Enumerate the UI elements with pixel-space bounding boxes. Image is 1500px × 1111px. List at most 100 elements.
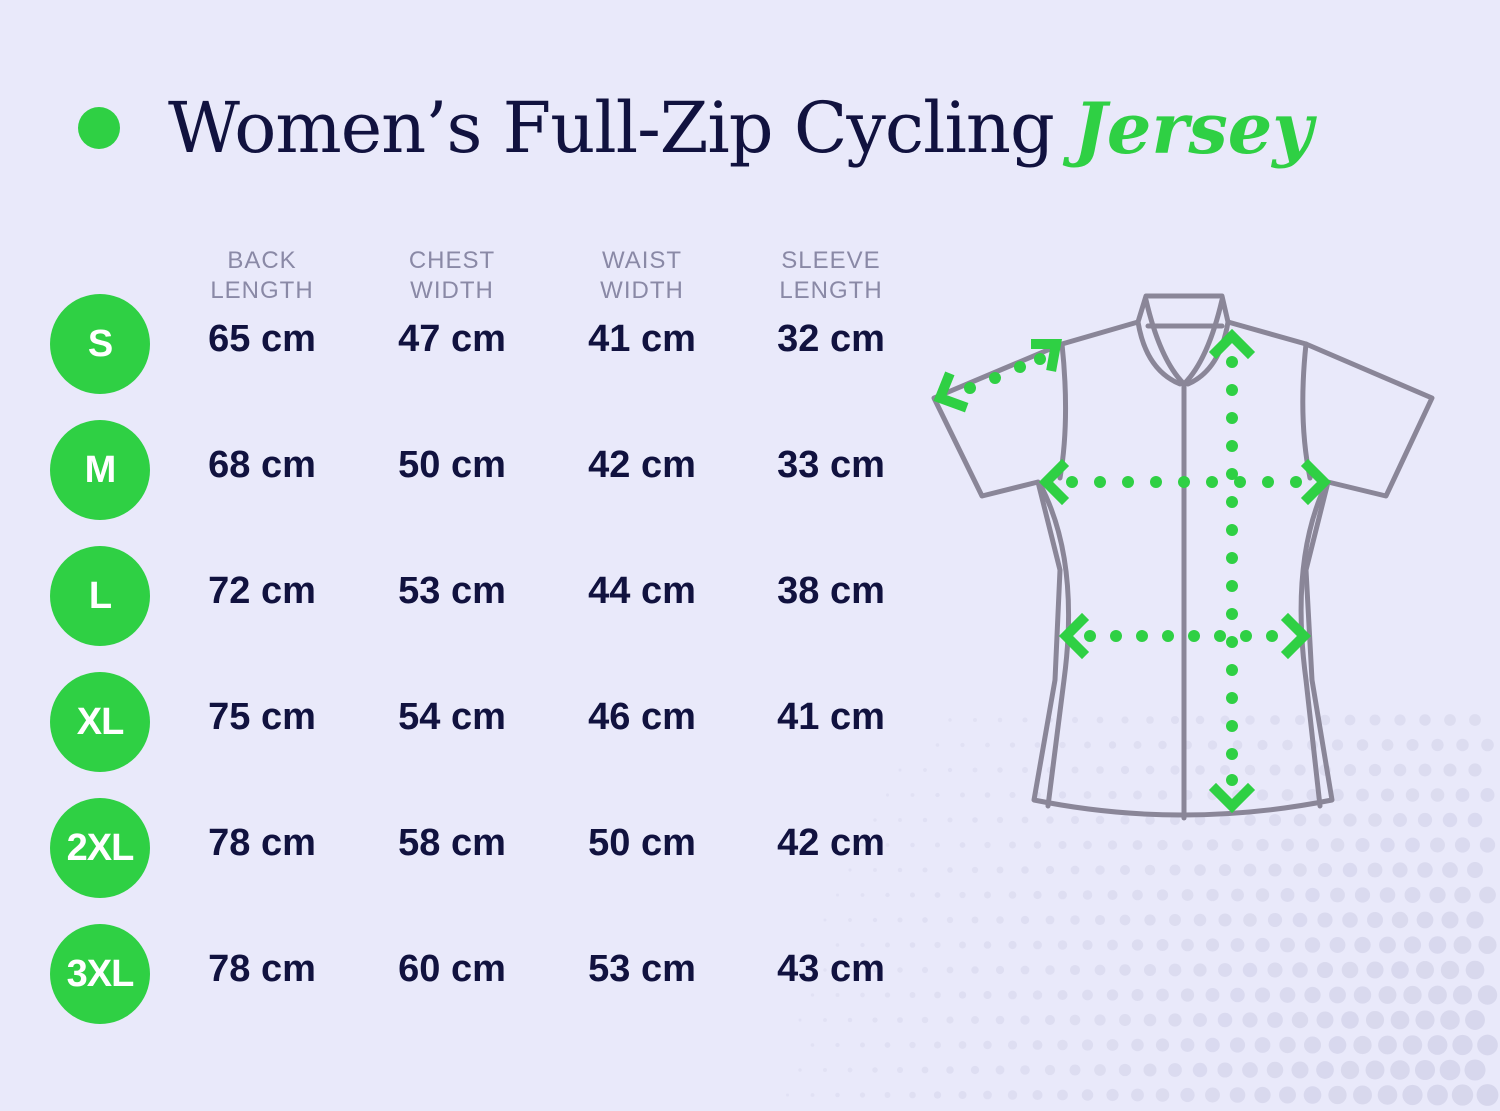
halftone-dot [1430, 837, 1445, 853]
halftone-dot [1303, 1086, 1322, 1104]
halftone-dot [848, 918, 852, 922]
waist-width-value: 46 cm [588, 696, 696, 738]
halftone-dot [872, 1067, 878, 1073]
halftone-dot [1132, 840, 1143, 850]
halftone-dot [1071, 716, 1079, 724]
halftone-dot [1390, 1060, 1410, 1080]
halftone-dot [1007, 1040, 1018, 1050]
halftone-dot [1367, 862, 1383, 878]
column-header-line: WIDTH [410, 277, 494, 304]
halftone-dot [1008, 940, 1017, 950]
halftone-dot [1057, 1039, 1068, 1051]
chest-width-arrow-icon [1038, 458, 1332, 506]
halftone-dot [1132, 889, 1143, 901]
halftone-dot [1033, 940, 1042, 950]
halftone-dot [1071, 816, 1079, 824]
halftone-dot [1217, 1012, 1233, 1028]
halftone-dot [1119, 1014, 1131, 1026]
column-header-chest-width: CHEST WIDTH [367, 246, 537, 306]
halftone-dot [1120, 815, 1130, 825]
title-accent-text: Jersey [1073, 86, 1313, 170]
halftone-dot [996, 916, 1004, 924]
halftone-dot [1319, 714, 1331, 726]
halftone-dot [1032, 1040, 1043, 1050]
sleeve-length-value: 32 cm [777, 318, 885, 360]
halftone-dot [860, 992, 865, 998]
waist-width-value: 44 cm [588, 570, 696, 612]
halftone-dot [1244, 814, 1256, 826]
halftone-dot [1045, 965, 1055, 975]
halftone-dot [1094, 914, 1106, 926]
halftone-dot [909, 942, 916, 948]
halftone-dot [1094, 964, 1106, 976]
halftone-dot [1393, 763, 1407, 777]
halftone-dot [1402, 1084, 1423, 1106]
halftone-dot [1083, 791, 1092, 799]
halftone-dot [971, 966, 979, 974]
halftone-dot [1328, 1085, 1347, 1105]
halftone-dot [995, 1065, 1005, 1075]
halftone-dot [1195, 765, 1205, 775]
halftone-dot [946, 1066, 954, 1074]
halftone-dot [810, 1093, 815, 1097]
halftone-dot [960, 792, 965, 798]
halftone-dot [1145, 765, 1155, 775]
halftone-dot [1316, 1061, 1334, 1079]
halftone-dot [1046, 816, 1054, 824]
halftone-dot [1232, 740, 1243, 750]
halftone-dot [1143, 1063, 1157, 1077]
halftone-dot [1169, 864, 1181, 876]
halftone-dot [860, 942, 865, 948]
halftone-dot [1269, 764, 1281, 776]
halftone-dot [1353, 986, 1372, 1004]
halftone-dot [1279, 1036, 1296, 1054]
halftone-dot [810, 993, 815, 997]
halftone-dot [1119, 914, 1131, 926]
halftone-dot [1392, 862, 1408, 878]
halftone-dot [1193, 1013, 1207, 1027]
halftone-dot [1281, 838, 1294, 852]
halftone-dot [934, 842, 941, 848]
halftone-dot [1477, 1034, 1498, 1056]
halftone-dot [885, 892, 890, 898]
halftone-dot [1341, 961, 1359, 979]
halftone-dot [1455, 788, 1470, 802]
halftone-dot [1353, 1035, 1372, 1055]
halftone-dot [1391, 961, 1409, 979]
halftone-dot [1156, 889, 1169, 901]
halftone-dot [896, 1066, 904, 1074]
halftone-dot [1069, 1014, 1081, 1026]
halftone-dot [1403, 985, 1422, 1005]
halftone-dot [983, 1090, 992, 1100]
size-row-s: S 65 cm 47 cm 41 cm 32 cm [50, 294, 910, 394]
halftone-dot [884, 1092, 891, 1098]
waist-width-value: 53 cm [588, 948, 696, 990]
halftone-dot [947, 817, 953, 823]
halftone-dot [1170, 715, 1180, 725]
halftone-dot [1255, 888, 1270, 902]
halftone-dot [1182, 839, 1193, 851]
halftone-dot [1292, 962, 1308, 978]
halftone-dot [1317, 862, 1333, 878]
halftone-dot [872, 1017, 878, 1023]
halftone-dot [1057, 1089, 1068, 1101]
halftone-dot [984, 841, 991, 849]
halftone-dot [1293, 863, 1307, 877]
halftone-dot [946, 916, 954, 924]
halftone-dot [984, 792, 991, 798]
halftone-dot [1118, 1063, 1132, 1077]
chest-width-value: 47 cm [398, 318, 506, 360]
halftone-dot [1342, 862, 1358, 878]
halftone-dot [909, 1041, 916, 1049]
halftone-dot [1291, 1011, 1309, 1029]
column-header-waist-width: WAIST WIDTH [557, 246, 727, 306]
halftone-dot [1331, 739, 1344, 751]
halftone-dot [1330, 838, 1345, 852]
halftone-dot [1305, 887, 1320, 903]
halftone-dot [1428, 985, 1447, 1005]
halftone-dot [885, 843, 890, 847]
halftone-dot [1229, 1087, 1246, 1103]
halftone-dot [1083, 840, 1092, 850]
halftone-dot [1442, 812, 1458, 828]
halftone-dot [1033, 841, 1042, 849]
